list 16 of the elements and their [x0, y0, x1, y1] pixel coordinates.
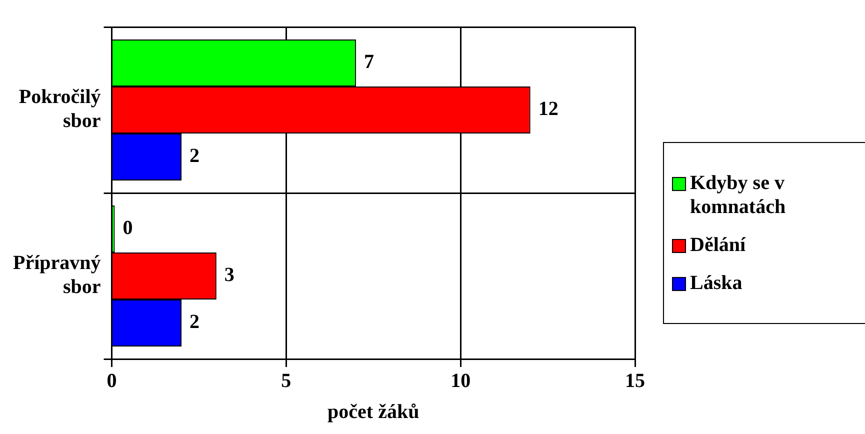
x-tick-label: 0: [106, 370, 117, 392]
x-tick-label: 5: [281, 370, 292, 392]
data-label: 2: [190, 145, 200, 168]
legend-label: Láska: [690, 271, 742, 295]
data-label: 3: [224, 264, 234, 286]
legend-label: Dělání: [690, 233, 746, 257]
legend-label: Kdyby se v komnatách: [690, 171, 787, 219]
data-label: 7: [364, 51, 374, 74]
x-tick-label: 10: [450, 370, 471, 392]
data-label: 0: [122, 217, 133, 240]
data-label: 12: [538, 98, 558, 120]
y-tick-label: Pokročilý sbor: [18, 86, 101, 132]
x-tick-label: 15: [625, 370, 645, 392]
y-tick-label: Přípravný sbor: [12, 252, 101, 298]
data-label: 2: [190, 311, 200, 334]
x-axis-title: počet žáků: [328, 401, 420, 424]
